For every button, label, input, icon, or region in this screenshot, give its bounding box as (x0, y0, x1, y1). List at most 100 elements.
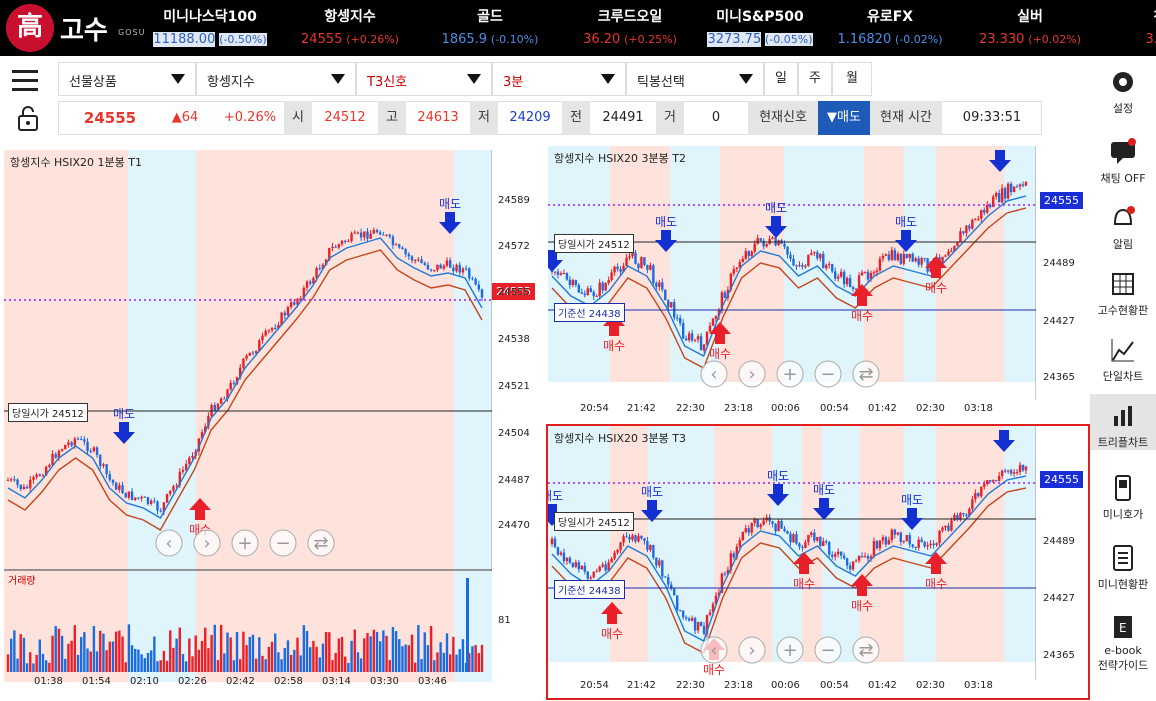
ticker-4[interactable]: 미니S&P500 3273.75 (-0.05%) (690, 6, 830, 47)
candle (232, 382, 236, 384)
volume-bar (127, 624, 131, 672)
candle (571, 280, 575, 286)
candle (394, 244, 398, 246)
candle (899, 532, 902, 542)
candle (111, 479, 115, 483)
sidebar-item-7[interactable]: 미니현황판 (1090, 536, 1156, 596)
ticker-6[interactable]: 실버 23.330 (+0.02%) (960, 6, 1100, 47)
candle (302, 287, 306, 299)
time-tick-label: 20:54 (580, 403, 609, 414)
prev-icon[interactable]: ‹ (700, 360, 728, 388)
ticker-pct: (+0.25%) (624, 33, 677, 46)
nav-button-glyph: › (748, 640, 755, 661)
time-tick-label: 00:06 (771, 403, 800, 414)
candle (989, 480, 992, 482)
candle (887, 254, 891, 260)
candle (589, 577, 592, 579)
product-select[interactable]: 선물상품 (58, 62, 196, 96)
signal-band (128, 150, 196, 570)
brand-logo[interactable]: 高 고수 GOSU (6, 4, 156, 52)
lock-icon[interactable] (14, 104, 42, 132)
period-day-button[interactable]: 일 (764, 62, 798, 96)
ticker-7[interactable]: 천 3.32 (1090, 6, 1156, 47)
zoom-out-icon[interactable]: − (814, 636, 842, 664)
candle (828, 264, 831, 266)
candle (857, 556, 861, 561)
sidebar-item-2[interactable]: 알림 (1090, 196, 1156, 256)
volume-bar (79, 637, 83, 672)
period-week-button[interactable]: 주 (798, 62, 832, 96)
next-icon[interactable]: › (193, 529, 221, 557)
chart-t3[interactable]: 매도매도매도매도매도매수매수매수매수매수‹›+−⇄ 항셍지수 HSIX20 3분… (541, 426, 1037, 680)
candle (574, 562, 578, 567)
candle (1018, 184, 1022, 187)
nav-button-glyph: + (782, 364, 797, 385)
interval-select-label: 3분 (503, 75, 524, 90)
volume-bar (143, 658, 146, 672)
candle (1018, 464, 1022, 473)
prev-icon[interactable]: ‹ (155, 529, 183, 557)
volume-bar (232, 660, 236, 672)
chevron-down-icon (601, 74, 615, 84)
candle (878, 258, 882, 271)
zoom-in-icon[interactable]: + (231, 529, 259, 557)
volume-bar (286, 640, 290, 672)
hamburger-menu-icon[interactable] (12, 70, 38, 92)
sidebar-item-5[interactable]: 트리플차트 (1090, 394, 1156, 450)
next-icon[interactable]: › (738, 636, 766, 664)
sidebar-item-label: 설정 (1112, 102, 1134, 115)
candle (792, 534, 795, 543)
grid-icon (1112, 273, 1134, 295)
candle (831, 264, 834, 272)
interval-select[interactable]: 3분 (492, 62, 626, 96)
sidebar-item-6[interactable]: 미니호가 (1090, 466, 1156, 526)
chart-t2[interactable]: 매도 매도 매도 매수 매수 매수 매수 ‹ › + − ⇄ 항셍지수 HSIX20 3분봉 T2 당… (541, 146, 1037, 400)
chart-t1[interactable]: 매도 매도 매수 ‹ › + − ⇄ 항셍지수 HSIX20 1분봉 T1 당일시가 2451… (4, 150, 493, 682)
period-month-button[interactable]: 월 (832, 62, 872, 96)
candle (32, 477, 35, 480)
candle (908, 535, 911, 545)
ticker-3[interactable]: 크루드오일 36.20 (+0.25%) (560, 6, 700, 47)
chart-t3-canvas[interactable]: 매도매도매도매도매도매수매수매수매수매수‹›+−⇄ (541, 426, 1037, 680)
zoom-out-icon[interactable]: − (269, 529, 297, 557)
candle (828, 542, 831, 555)
signal-band (558, 146, 610, 382)
volume-bar (114, 631, 118, 672)
candle (723, 573, 727, 575)
candle (664, 576, 667, 578)
ticker-pct: (-0.10%) (490, 33, 539, 46)
time-tick-label: 22:30 (676, 680, 705, 691)
time-tick-label: 00:06 (771, 680, 800, 691)
reset-icon[interactable]: ⇄ (307, 529, 335, 557)
tick-select[interactable]: 틱봉선택 (626, 62, 764, 96)
signal-band (936, 426, 1004, 662)
volume-bar (353, 629, 356, 672)
ticker-1[interactable]: 항셍지수 24555 (+0.26%) (280, 6, 420, 47)
bar-chart-icon (1114, 406, 1132, 426)
candle (613, 552, 616, 559)
reset-icon[interactable]: ⇄ (852, 636, 880, 664)
signal-select[interactable]: T3신호 (356, 62, 492, 96)
reset-icon[interactable]: ⇄ (852, 360, 880, 388)
volume-bar (321, 643, 325, 672)
next-icon[interactable]: › (738, 360, 766, 388)
ticker-0[interactable]: 미니나스닥100 11188.00 (-0.50%) (140, 6, 280, 47)
sidebar-item-1[interactable]: 채팅 OFF (1090, 130, 1156, 190)
zoom-out-icon[interactable]: − (814, 360, 842, 388)
sidebar-item-0[interactable]: 설정 (1090, 60, 1156, 120)
ticker-2[interactable]: 골드 1865.9 (-0.10%) (420, 6, 560, 47)
candle (717, 310, 721, 317)
volume-bar (261, 655, 264, 672)
index-select[interactable]: 항셍지수 (196, 62, 356, 96)
zoom-in-icon[interactable]: + (776, 636, 804, 664)
ticker-5[interactable]: 유로FX 1.16820 (-0.02%) (820, 6, 960, 47)
zoom-in-icon[interactable]: + (776, 360, 804, 388)
prev-icon[interactable]: ‹ (700, 636, 728, 664)
candle (890, 529, 894, 541)
sell-label: 매도 (548, 489, 563, 503)
sidebar-item-4[interactable]: 단일차트 (1090, 328, 1156, 388)
sidebar-item-3[interactable]: 고수현황판 (1090, 262, 1156, 322)
